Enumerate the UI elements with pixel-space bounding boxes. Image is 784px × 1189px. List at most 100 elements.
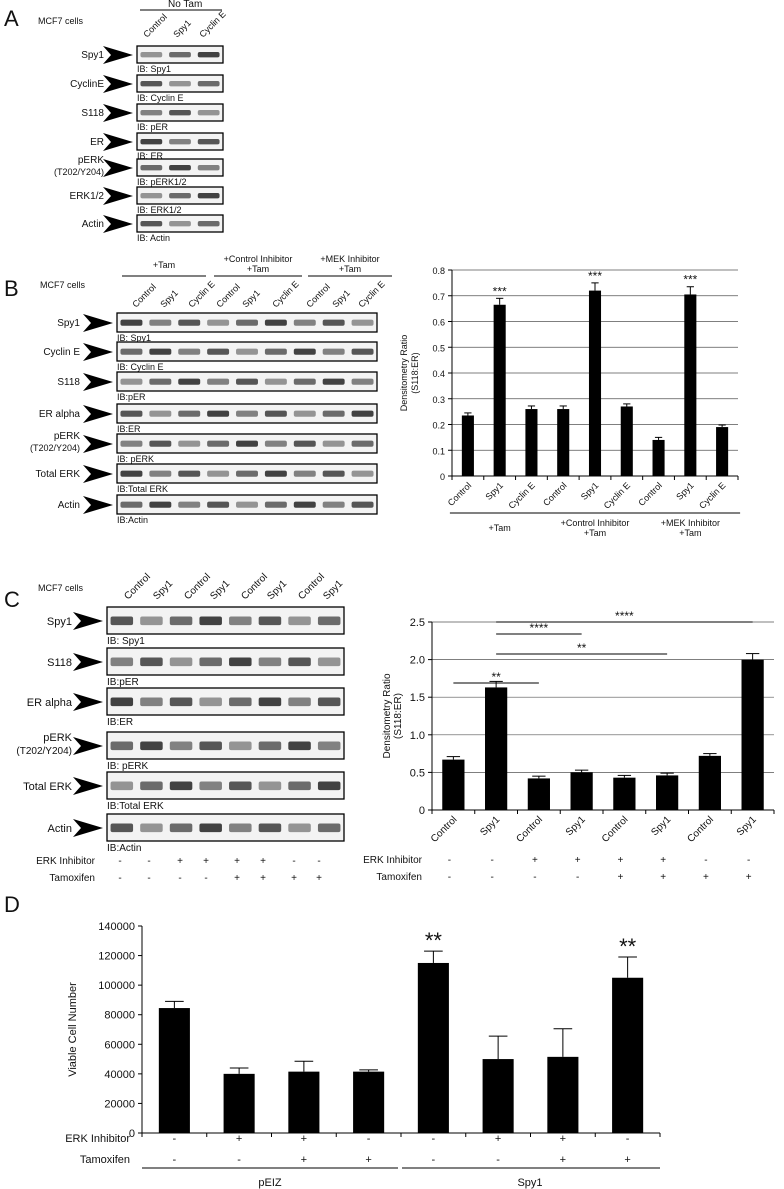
panel-a-blot: [136, 74, 224, 93]
panel-c-blot-label: Actin: [48, 823, 72, 835]
chart-c-treatment-sign: -: [490, 872, 493, 883]
panel-b-lane-label: Spy1: [158, 288, 180, 310]
x-category-label: Spy1: [484, 480, 506, 502]
chart-c-treatment-sign: -: [490, 855, 493, 866]
bar: [652, 439, 665, 476]
panel-c-blot: [106, 731, 345, 760]
panel-b-blot: [116, 403, 378, 424]
panel-c-ib-label: IB: pERK: [107, 761, 148, 772]
panel-b-lane-label: Spy1: [330, 288, 352, 310]
panel-b-blot: [116, 341, 378, 362]
arrow-icon: [83, 405, 113, 423]
y-tick-label: 20000: [104, 1098, 135, 1110]
y-tick-label: 0.6: [432, 318, 445, 328]
panel-a-blot: [136, 45, 224, 64]
chart-c-treatment-sign: +: [660, 855, 666, 866]
panel-c-ib-label: IB:pER: [107, 677, 139, 688]
bar: [525, 409, 538, 476]
x-category-label: Control: [446, 480, 474, 508]
chart-c-treatment-sign: +: [617, 855, 623, 866]
panel-a-lane-label: Spy1: [171, 18, 193, 40]
panel-b-ib-label: IB: Cyclin E: [117, 362, 164, 372]
bar: [620, 406, 633, 476]
panel-b-blot: [116, 463, 378, 484]
arrow-icon: [73, 612, 103, 630]
panel-c-treatment-sign: -: [147, 873, 150, 884]
chart-d-group-label: pEIZ: [258, 1177, 282, 1189]
panel-c-blot-label: Spy1: [47, 616, 72, 628]
y-tick-label: 140000: [98, 921, 135, 933]
bar: [493, 304, 506, 476]
chart-c-treatment-sign: +: [746, 872, 752, 883]
chart-b-group-label: +Tam: [489, 523, 511, 533]
chart-d-treatment-sign: -: [237, 1154, 241, 1166]
panel-a-blot-label: ERK1/2: [70, 191, 105, 202]
panel-a-blot: [136, 158, 224, 177]
chart-d-treatment-sign: +: [624, 1154, 630, 1166]
panel-a-header: No Tam: [168, 0, 202, 10]
chart-d-treatment-sign: -: [367, 1133, 371, 1145]
arrow-icon: [73, 737, 103, 755]
chart-d-treatment-sign: +: [495, 1133, 501, 1145]
panel-c-ib-label: IB: Spy1: [107, 636, 145, 647]
chart-d-treatment-sign: +: [301, 1133, 307, 1145]
bar: [741, 659, 764, 810]
panel-b-blot: [116, 312, 378, 333]
panel-a-lane-label: Control: [141, 12, 169, 40]
panel-b-blot: [116, 371, 378, 392]
panel-c-treatment-label: ERK Inhibitor: [36, 856, 96, 867]
chart-b-group-label: +Tam: [679, 528, 701, 538]
arrow-icon: [83, 373, 113, 391]
panel-d-letter: D: [4, 892, 20, 917]
panel-c-lane-label: Spy1: [321, 578, 345, 602]
x-category-label: Control: [429, 814, 460, 845]
y-axis-label: (S118:ER): [393, 693, 404, 739]
x-category-label: Control: [636, 480, 664, 508]
arrow-icon: [83, 343, 113, 361]
chart-d-treatment-sign: -: [173, 1154, 177, 1166]
arrow-icon: [103, 187, 133, 205]
panel-a-blot: [136, 103, 224, 122]
panel-b-blot-label: pERK: [54, 431, 80, 442]
x-category-label: Cyclin E: [697, 480, 727, 510]
panel-c-treatment-sign: -: [178, 873, 181, 884]
arrow-icon: [103, 159, 133, 177]
panel-c-treatment-sign: +: [260, 856, 266, 867]
panel-c-blot: [106, 771, 345, 800]
comparison-label: **: [491, 670, 501, 684]
x-category-label: Control: [514, 814, 545, 845]
arrow-icon: [83, 465, 113, 483]
chart-d-treatment-sign: -: [173, 1133, 177, 1145]
y-tick-label: 2.0: [410, 655, 425, 667]
chart-c-treatment-label: ERK Inhibitor: [363, 855, 423, 866]
panel-c-treatment-sign: -: [204, 873, 207, 884]
panel-c-treatment-sign: -: [317, 856, 320, 867]
panel-b-blot-label: Actin: [58, 500, 80, 511]
panel-c-treatment-sign: +: [234, 856, 240, 867]
bar: [485, 687, 508, 810]
panel-a-blot-label: Actin: [82, 219, 104, 230]
panel-c-blot-label: Total ERK: [23, 781, 73, 793]
chart-D: 0 20000 40000 60000 80000 100000 120000 140000 *…: [67, 921, 661, 1140]
chart-c-treatment-sign: -: [747, 855, 750, 866]
y-tick-label: 0.8: [432, 266, 445, 276]
bar: [547, 1056, 579, 1133]
arrow-icon: [73, 653, 103, 671]
panel-a-lane-label: Cyclin E: [197, 9, 227, 39]
y-tick-label: 0.5: [432, 343, 445, 353]
y-tick-label: 0.2: [432, 421, 445, 431]
panel-b-ib-label: IB:pER: [117, 392, 146, 402]
x-category-label: Spy1: [649, 814, 673, 838]
panel-c-treatment-sign: -: [292, 856, 295, 867]
panel-b-cell-line: MCF7 cells: [40, 280, 86, 290]
y-tick-label: 100000: [98, 980, 135, 992]
panel-a-blot-label: S118: [81, 108, 104, 119]
panel-a-ib-label: IB: Spy1: [137, 64, 171, 74]
panel-c-letter: C: [4, 587, 20, 612]
y-tick-label: 0.1: [432, 446, 445, 456]
arrow-icon: [103, 215, 133, 233]
panel-b-lane-label: Control: [130, 282, 158, 310]
bar: [527, 778, 550, 810]
